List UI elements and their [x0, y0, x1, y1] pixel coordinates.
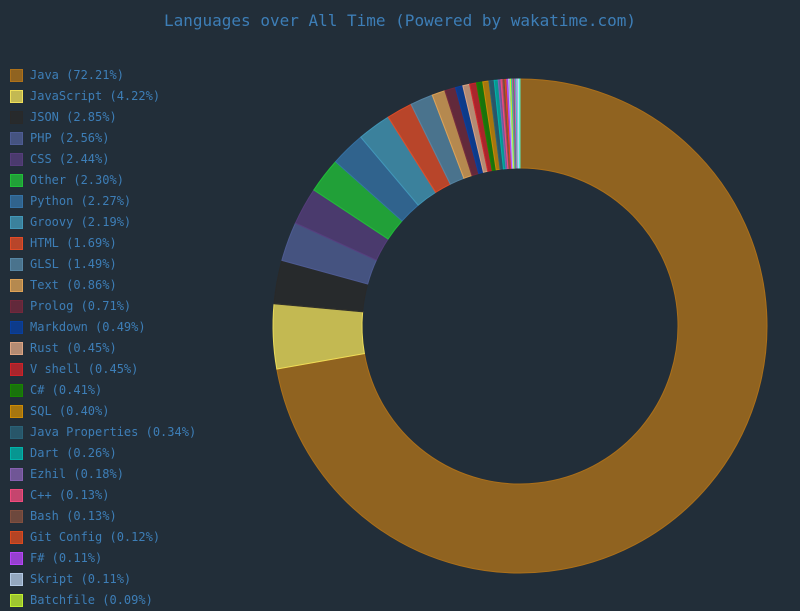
- legend-label-prolog: Prolog (0.71%): [30, 299, 132, 313]
- legend-swatch-sql: [10, 405, 23, 418]
- legend-label-c: C# (0.41%): [30, 383, 103, 397]
- legend-label-python: Python (2.27%): [30, 194, 132, 208]
- legend-swatch-f: [10, 552, 23, 565]
- legend-item-python: Python (2.27%): [10, 191, 196, 212]
- legend-item-ezhil: Ezhil (0.18%): [10, 464, 196, 485]
- legend-item-javascript: JavaScript (4.22%): [10, 86, 196, 107]
- legend-swatch-v-shell: [10, 363, 23, 376]
- legend-label-markdown: Markdown (0.49%): [30, 320, 146, 334]
- legend-label-f: F# (0.11%): [30, 551, 103, 565]
- legend-item-glsl: GLSL (1.49%): [10, 254, 196, 275]
- legend-swatch-javascript: [10, 90, 23, 103]
- legend-label-skript: Skript (0.11%): [30, 572, 132, 586]
- legend-label-php: PHP (2.56%): [30, 131, 110, 145]
- legend-label-ezhil: Ezhil (0.18%): [30, 467, 124, 481]
- chart-title: Languages over All Time (Powered by waka…: [163, 11, 636, 30]
- legend-label-javascript: JavaScript (4.22%): [30, 89, 161, 103]
- legend-swatch-json: [10, 111, 23, 124]
- legend-item-v-shell: V shell (0.45%): [10, 359, 196, 380]
- legend-swatch-glsl: [10, 258, 23, 271]
- legend-swatch-skript: [10, 573, 23, 586]
- legend-item-prolog: Prolog (0.71%): [10, 296, 196, 317]
- donut-slice-java: [276, 78, 768, 574]
- legend-label-c: C++ (0.13%): [30, 488, 110, 502]
- legend-swatch-ezhil: [10, 468, 23, 481]
- legend-item-c: C++ (0.13%): [10, 485, 196, 506]
- legend-label-java-properties: Java Properties (0.34%): [30, 425, 197, 439]
- legend-swatch-groovy: [10, 216, 23, 229]
- legend-item-java: Java (72.21%): [10, 65, 196, 86]
- legend-item-groovy: Groovy (2.19%): [10, 212, 196, 233]
- legend-swatch-c: [10, 489, 23, 502]
- legend-item-json: JSON (2.85%): [10, 107, 196, 128]
- legend-swatch-text: [10, 279, 23, 292]
- legend-label-other: Other (2.30%): [30, 173, 124, 187]
- legend-label-git-config: Git Config (0.12%): [30, 530, 161, 544]
- legend-label-json: JSON (2.85%): [30, 110, 117, 124]
- legend-swatch-rust: [10, 342, 23, 355]
- legend-label-v-shell: V shell (0.45%): [30, 362, 139, 376]
- legend-swatch-dart: [10, 447, 23, 460]
- legend-label-bash: Bash (0.13%): [30, 509, 117, 523]
- legend-item-sql: SQL (0.40%): [10, 401, 196, 422]
- legend-swatch-java-properties: [10, 426, 23, 439]
- legend-label-css: CSS (2.44%): [30, 152, 110, 166]
- legend: Java (72.21%) JavaScript (4.22%) JSON (2.8…: [10, 65, 196, 611]
- donut-slice-misc-10: [518, 78, 521, 169]
- legend-label-java: Java (72.21%): [30, 68, 124, 82]
- legend-item-git-config: Git Config (0.12%): [10, 527, 196, 548]
- legend-item-html: HTML (1.69%): [10, 233, 196, 254]
- legend-swatch-other: [10, 174, 23, 187]
- legend-swatch-html: [10, 237, 23, 250]
- legend-swatch-php: [10, 132, 23, 145]
- legend-label-html: HTML (1.69%): [30, 236, 117, 250]
- legend-item-text: Text (0.86%): [10, 275, 196, 296]
- legend-item-java-properties: Java Properties (0.34%): [10, 422, 196, 443]
- legend-item-other: Other (2.30%): [10, 170, 196, 191]
- legend-label-glsl: GLSL (1.49%): [30, 257, 117, 271]
- legend-item-c: C# (0.41%): [10, 380, 196, 401]
- legend-item-bash: Bash (0.13%): [10, 506, 196, 527]
- legend-item-css: CSS (2.44%): [10, 149, 196, 170]
- legend-label-groovy: Groovy (2.19%): [30, 215, 132, 229]
- legend-swatch-c: [10, 384, 23, 397]
- legend-item-dart: Dart (0.26%): [10, 443, 196, 464]
- legend-item-markdown: Markdown (0.49%): [10, 317, 196, 338]
- legend-item-rust: Rust (0.45%): [10, 338, 196, 359]
- legend-swatch-git-config: [10, 531, 23, 544]
- legend-swatch-css: [10, 153, 23, 166]
- legend-label-dart: Dart (0.26%): [30, 446, 117, 460]
- legend-item-skript: Skript (0.11%): [10, 569, 196, 590]
- legend-label-text: Text (0.86%): [30, 278, 117, 292]
- legend-label-sql: SQL (0.40%): [30, 404, 110, 418]
- legend-swatch-java: [10, 69, 23, 82]
- legend-label-rust: Rust (0.45%): [30, 341, 117, 355]
- legend-swatch-markdown: [10, 321, 23, 334]
- legend-item-php: PHP (2.56%): [10, 128, 196, 149]
- legend-swatch-bash: [10, 510, 23, 523]
- legend-swatch-python: [10, 195, 23, 208]
- legend-item-f: F# (0.11%): [10, 548, 196, 569]
- legend-swatch-prolog: [10, 300, 23, 313]
